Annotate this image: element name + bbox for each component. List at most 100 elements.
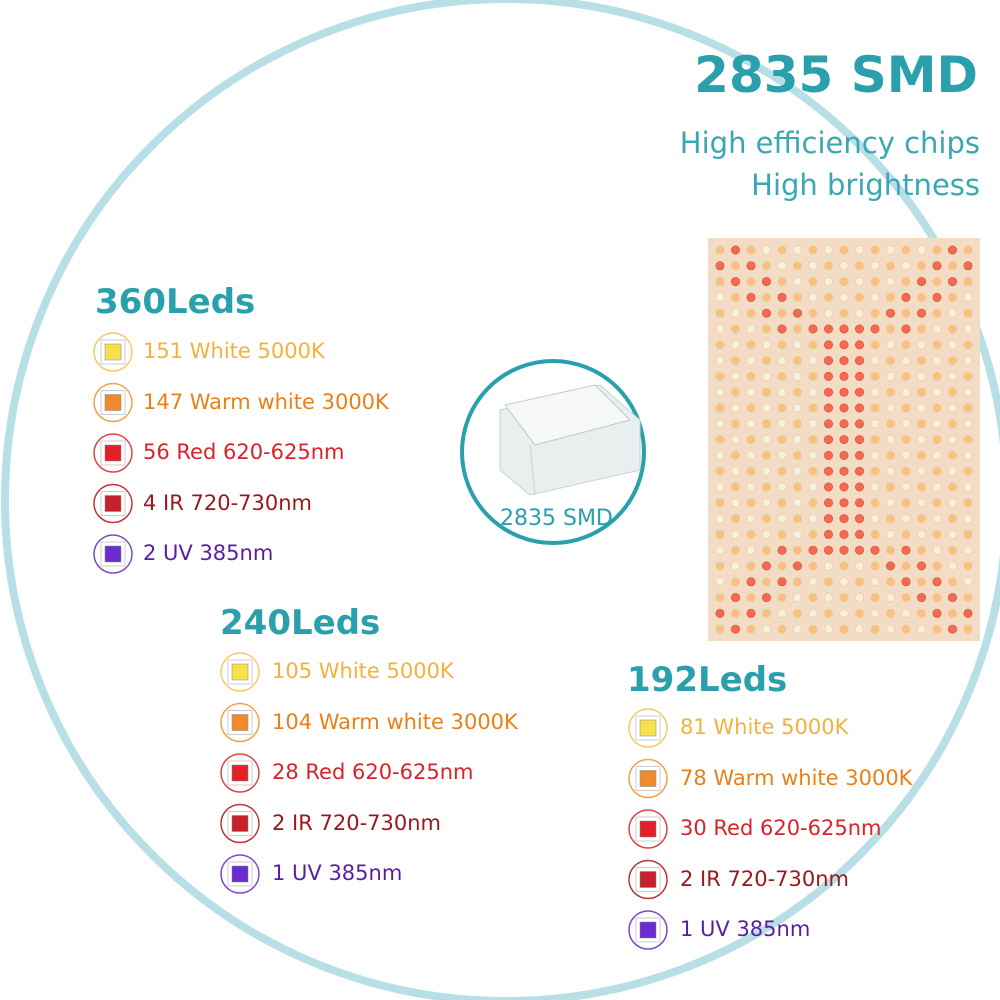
item-icon [231, 865, 249, 883]
item-icon [231, 714, 249, 731]
led [932, 529, 942, 539]
led [870, 292, 880, 302]
led [854, 498, 864, 508]
led [761, 561, 771, 571]
led [947, 387, 957, 397]
led [963, 466, 973, 476]
led [916, 403, 926, 413]
item-label: 4 IR 720-730nm [143, 490, 313, 515]
led [932, 261, 942, 271]
led [792, 482, 802, 492]
led [885, 261, 895, 271]
led [870, 340, 880, 350]
item-label: 28 Red 620-625nm [272, 760, 474, 784]
led [746, 356, 756, 366]
led [916, 561, 926, 571]
led [746, 450, 756, 460]
item-label: 2 IR 720-730nm [680, 866, 850, 891]
led [870, 403, 880, 413]
led [777, 324, 787, 334]
led [823, 261, 833, 271]
led [885, 466, 895, 476]
led [932, 577, 942, 587]
led [792, 608, 802, 618]
led [901, 466, 911, 476]
led [761, 624, 771, 634]
led [715, 387, 725, 397]
led [885, 608, 895, 618]
led [730, 340, 740, 350]
led [854, 608, 864, 618]
led [963, 356, 973, 366]
led [715, 577, 725, 587]
led [901, 371, 911, 381]
led [715, 561, 725, 571]
led [730, 419, 740, 429]
led [839, 245, 849, 255]
led [746, 292, 756, 302]
led [777, 514, 787, 524]
item-label: 1 UV 385nm [680, 917, 811, 941]
led [854, 261, 864, 271]
led [777, 371, 787, 381]
led [823, 608, 833, 618]
led [761, 577, 771, 587]
led [792, 514, 802, 524]
led [870, 356, 880, 366]
led [730, 561, 740, 571]
led [823, 387, 833, 397]
led [823, 419, 833, 429]
led [839, 593, 849, 603]
led [715, 277, 725, 287]
led [730, 371, 740, 381]
led [916, 324, 926, 334]
led [885, 371, 895, 381]
led [715, 435, 725, 445]
led [808, 466, 818, 476]
led [715, 545, 725, 555]
item-label: 2 IR 720-730nm [272, 810, 442, 835]
led [808, 593, 818, 603]
led [792, 292, 802, 302]
led [777, 577, 787, 587]
led [746, 545, 756, 555]
led [885, 482, 895, 492]
led [854, 450, 864, 460]
led [963, 608, 973, 618]
led [715, 261, 725, 271]
led [730, 308, 740, 318]
led [854, 387, 864, 397]
led [870, 514, 880, 524]
led [761, 529, 771, 539]
led [901, 514, 911, 524]
led [730, 356, 740, 366]
led [916, 577, 926, 587]
led [808, 277, 818, 287]
led [932, 545, 942, 555]
led [901, 387, 911, 397]
led [839, 292, 849, 302]
led [792, 356, 802, 366]
led [715, 498, 725, 508]
led [901, 261, 911, 271]
led [715, 324, 725, 334]
led [808, 245, 818, 255]
item-icon [104, 394, 122, 411]
led [823, 450, 833, 460]
led [746, 529, 756, 539]
led [823, 498, 833, 508]
led [854, 419, 864, 429]
led [885, 450, 895, 460]
led [746, 387, 756, 397]
led [746, 435, 756, 445]
led [808, 371, 818, 381]
led [947, 435, 957, 445]
led [808, 608, 818, 618]
led [885, 292, 895, 302]
led [870, 624, 880, 634]
led [730, 245, 740, 255]
led [761, 340, 771, 350]
badge-label: 2835 SMD [500, 506, 613, 531]
led [808, 324, 818, 334]
led [792, 371, 802, 381]
